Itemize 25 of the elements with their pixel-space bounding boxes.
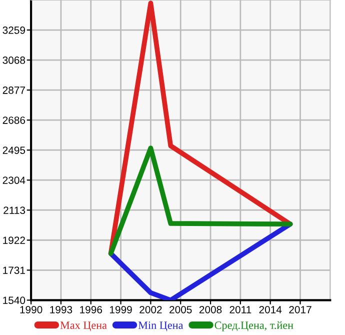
x-tick-label: 1990: [20, 306, 42, 314]
y-tick-label: 3259: [2, 26, 26, 34]
x-tick-label: 2005: [170, 306, 192, 314]
x-tick-label: 1996: [80, 306, 102, 314]
y-tick-label: 3068: [2, 56, 26, 64]
legend-label: Сред.Цена, т.йен: [214, 321, 294, 332]
legend-label: Min Цена: [138, 322, 184, 332]
y-tick-label: 2686: [2, 116, 26, 124]
y-tick-label: 2113: [4, 206, 26, 214]
y-tick-label: 1922: [3, 236, 25, 244]
y-tick-label: 1540: [3, 296, 26, 304]
x-tick-label: 2002: [140, 306, 162, 314]
line-series: [108, 146, 293, 256]
x-tick-label: 2014: [259, 306, 282, 314]
x-tick-label: 2011: [230, 306, 252, 314]
x-tick-label: 2008: [199, 306, 222, 314]
x-tick-label: 1999: [110, 306, 132, 314]
line-series: [108, 222, 293, 300]
y-tick-label: 2877: [2, 86, 25, 94]
legend-label: Max Цена: [60, 322, 107, 332]
x-tick-label: 1993: [50, 306, 72, 314]
y-tick-label: 2304: [2, 176, 26, 184]
y-tick-label: 2495: [2, 146, 26, 154]
y-tick-label: 1731: [3, 266, 25, 274]
x-tick-label: 2017: [289, 306, 312, 314]
